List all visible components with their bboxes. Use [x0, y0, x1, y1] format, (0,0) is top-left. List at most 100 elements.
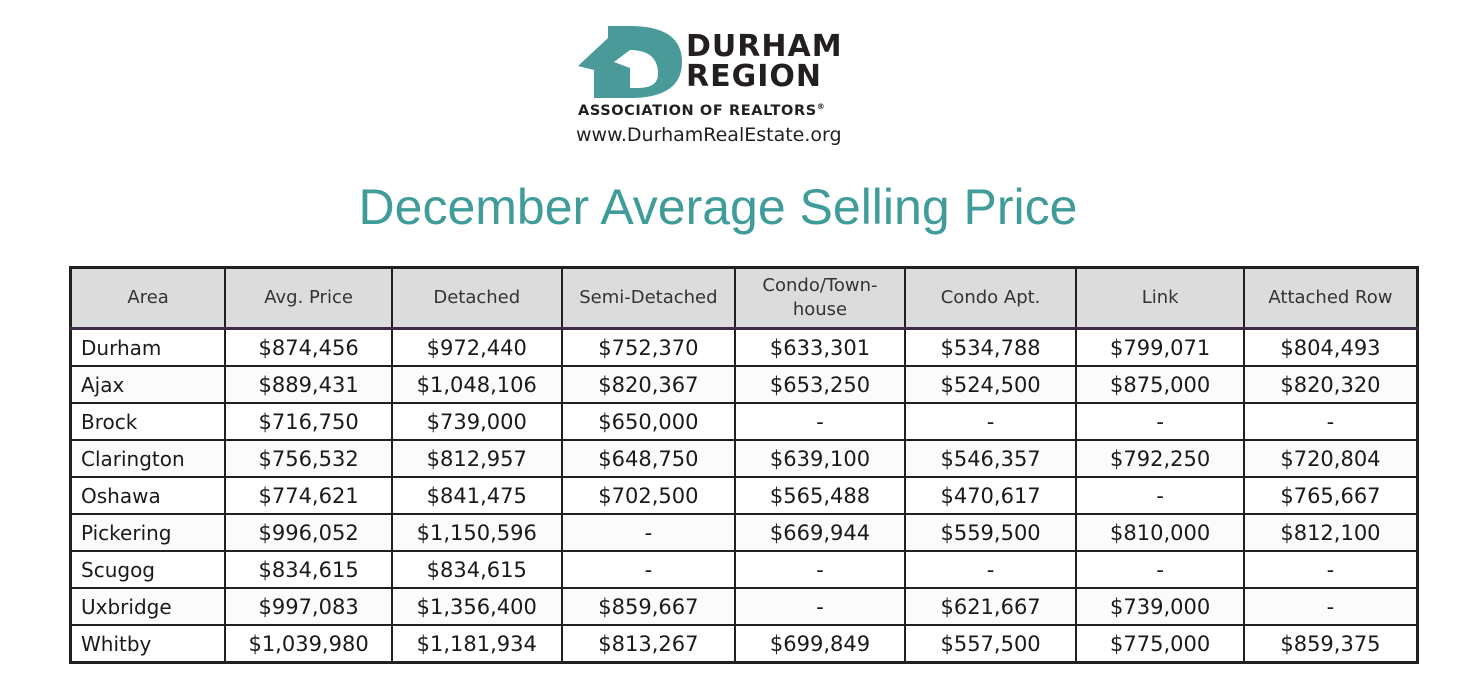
price-cell: $633,301 — [734, 327, 906, 367]
column-header: Area — [69, 266, 227, 330]
price-cell: $557,500 — [903, 624, 1078, 664]
area-name-cell: Ajax — [69, 365, 227, 404]
price-cell: - — [1242, 402, 1419, 441]
table-row: Durham $874,456 $972,440 $752,370 $633,301 $5… — [69, 327, 1419, 367]
website-url[interactable]: www.DurhamRealEstate.org — [576, 124, 842, 146]
price-cell: $889,431 — [224, 365, 393, 404]
price-cell: $804,493 — [1242, 327, 1419, 367]
price-cell: - — [560, 550, 737, 589]
price-cell: $810,000 — [1075, 513, 1245, 552]
area-name-cell: Whitby — [69, 624, 227, 664]
table-row: Oshawa $774,621 $841,475 $702,500 $565,488 $4… — [69, 476, 1419, 515]
price-cell: $799,071 — [1075, 327, 1245, 367]
column-header: Condo/Town-house — [734, 266, 906, 330]
price-cell: $775,000 — [1075, 624, 1245, 664]
price-cell: $559,500 — [903, 513, 1078, 552]
logo-association-label: ASSOCIATION OF REALTORS — [578, 102, 817, 119]
house-d-logo-icon — [578, 26, 682, 98]
column-header: Attached Row — [1242, 266, 1419, 330]
table-row: Whitby $1,039,980 $1,181,934 $813,267 $699,8… — [69, 624, 1419, 664]
price-cell: $820,367 — [560, 365, 737, 404]
table-header-row: Area Avg. Price Detached Semi-Detached C… — [69, 266, 1419, 330]
table-row: Clarington $756,532 $812,957 $648,750 $639,1… — [69, 439, 1419, 478]
price-cell: $565,488 — [734, 476, 906, 515]
price-cell: $648,750 — [560, 439, 737, 478]
price-cell: $739,000 — [390, 402, 563, 441]
price-cell: - — [1242, 587, 1419, 626]
page-title: December Average Selling Price — [358, 179, 1078, 235]
price-cell: $716,750 — [224, 402, 393, 441]
table-body: Durham $874,456 $972,440 $752,370 $633,301 $5… — [69, 327, 1419, 664]
price-cell: $546,357 — [903, 439, 1078, 478]
area-name-cell: Brock — [69, 402, 227, 441]
association-logo: DURHAM REGION ASSOCIATION OF REALTORS® w… — [576, 24, 876, 154]
price-cell: $669,944 — [734, 513, 906, 552]
price-cell: $752,370 — [560, 327, 737, 367]
column-header: Link — [1075, 266, 1245, 330]
price-cell: - — [1075, 550, 1245, 589]
price-cell: $1,150,596 — [390, 513, 563, 552]
price-cell: $859,375 — [1242, 624, 1419, 664]
price-cell: - — [560, 513, 737, 552]
area-name-cell: Pickering — [69, 513, 227, 552]
price-table: Area Avg. Price Detached Semi-Detached C… — [69, 266, 1419, 664]
price-cell: - — [1242, 550, 1419, 589]
area-name-cell: Durham — [69, 327, 227, 367]
price-cell: $653,250 — [734, 365, 906, 404]
price-cell: - — [734, 550, 906, 589]
area-name-cell: Oshawa — [69, 476, 227, 515]
column-header: Condo Apt. — [903, 266, 1078, 330]
price-cell: $834,615 — [224, 550, 393, 589]
price-cell: - — [1075, 402, 1245, 441]
price-cell: $997,083 — [224, 587, 393, 626]
price-cell: $739,000 — [1075, 587, 1245, 626]
price-cell: $1,181,934 — [390, 624, 563, 664]
column-header: Detached — [390, 266, 563, 330]
price-cell: $812,957 — [390, 439, 563, 478]
price-cell: - — [903, 550, 1078, 589]
price-cell: $650,000 — [560, 402, 737, 441]
price-cell: $621,667 — [903, 587, 1078, 626]
logo-association-text: ASSOCIATION OF REALTORS® — [578, 102, 825, 119]
table-row: Pickering $996,052 $1,150,596- $669,944 $559… — [69, 513, 1419, 552]
price-cell: $834,615 — [390, 550, 563, 589]
price-cell: $875,000 — [1075, 365, 1245, 404]
price-cell: - — [734, 402, 906, 441]
price-cell: - — [734, 587, 906, 626]
price-cell: $470,617 — [903, 476, 1078, 515]
registered-mark: ® — [816, 102, 826, 111]
price-cell: $812,100 — [1242, 513, 1419, 552]
column-header-label: Condo/Town-house — [762, 275, 878, 320]
price-cell: $774,621 — [224, 476, 393, 515]
area-name-cell: Clarington — [69, 439, 227, 478]
price-cell: $1,356,400 — [390, 587, 563, 626]
price-cell: $1,048,106 — [390, 365, 563, 404]
price-cell: $874,456 — [224, 327, 393, 367]
price-cell: $841,475 — [390, 476, 563, 515]
price-cell: $1,039,980 — [224, 624, 393, 664]
area-name-cell: Scugog — [69, 550, 227, 589]
price-cell: $702,500 — [560, 476, 737, 515]
price-cell: $765,667 — [1242, 476, 1419, 515]
column-header: Semi-Detached — [560, 266, 737, 330]
price-cell: $972,440 — [390, 327, 563, 367]
table-row: Scugog $834,615 $834,615- - - - - — [69, 550, 1419, 589]
price-cell: - — [1075, 476, 1245, 515]
logo-word-region: REGION — [686, 59, 822, 94]
price-cell: $859,667 — [560, 587, 737, 626]
price-cell: $699,849 — [734, 624, 906, 664]
price-cell: $996,052 — [224, 513, 393, 552]
price-cell: $792,250 — [1075, 439, 1245, 478]
area-name-cell: Uxbridge — [69, 587, 227, 626]
price-cell: $534,788 — [903, 327, 1078, 367]
price-cell: $756,532 — [224, 439, 393, 478]
table-row: Uxbridge $997,083 $1,356,400 $859,667- $621,… — [69, 587, 1419, 626]
price-cell: $720,804 — [1242, 439, 1419, 478]
table-row: Ajax $889,431 $1,048,106 $820,367 $653,250 $5… — [69, 365, 1419, 404]
table-row: Brock $716,750 $739,000 $650,000- - - - — [69, 402, 1419, 441]
price-cell: $524,500 — [903, 365, 1078, 404]
price-cell: $813,267 — [560, 624, 737, 664]
logo-word-durham: DURHAM — [686, 29, 843, 64]
price-cell: $639,100 — [734, 439, 906, 478]
price-cell: $820,320 — [1242, 365, 1419, 404]
